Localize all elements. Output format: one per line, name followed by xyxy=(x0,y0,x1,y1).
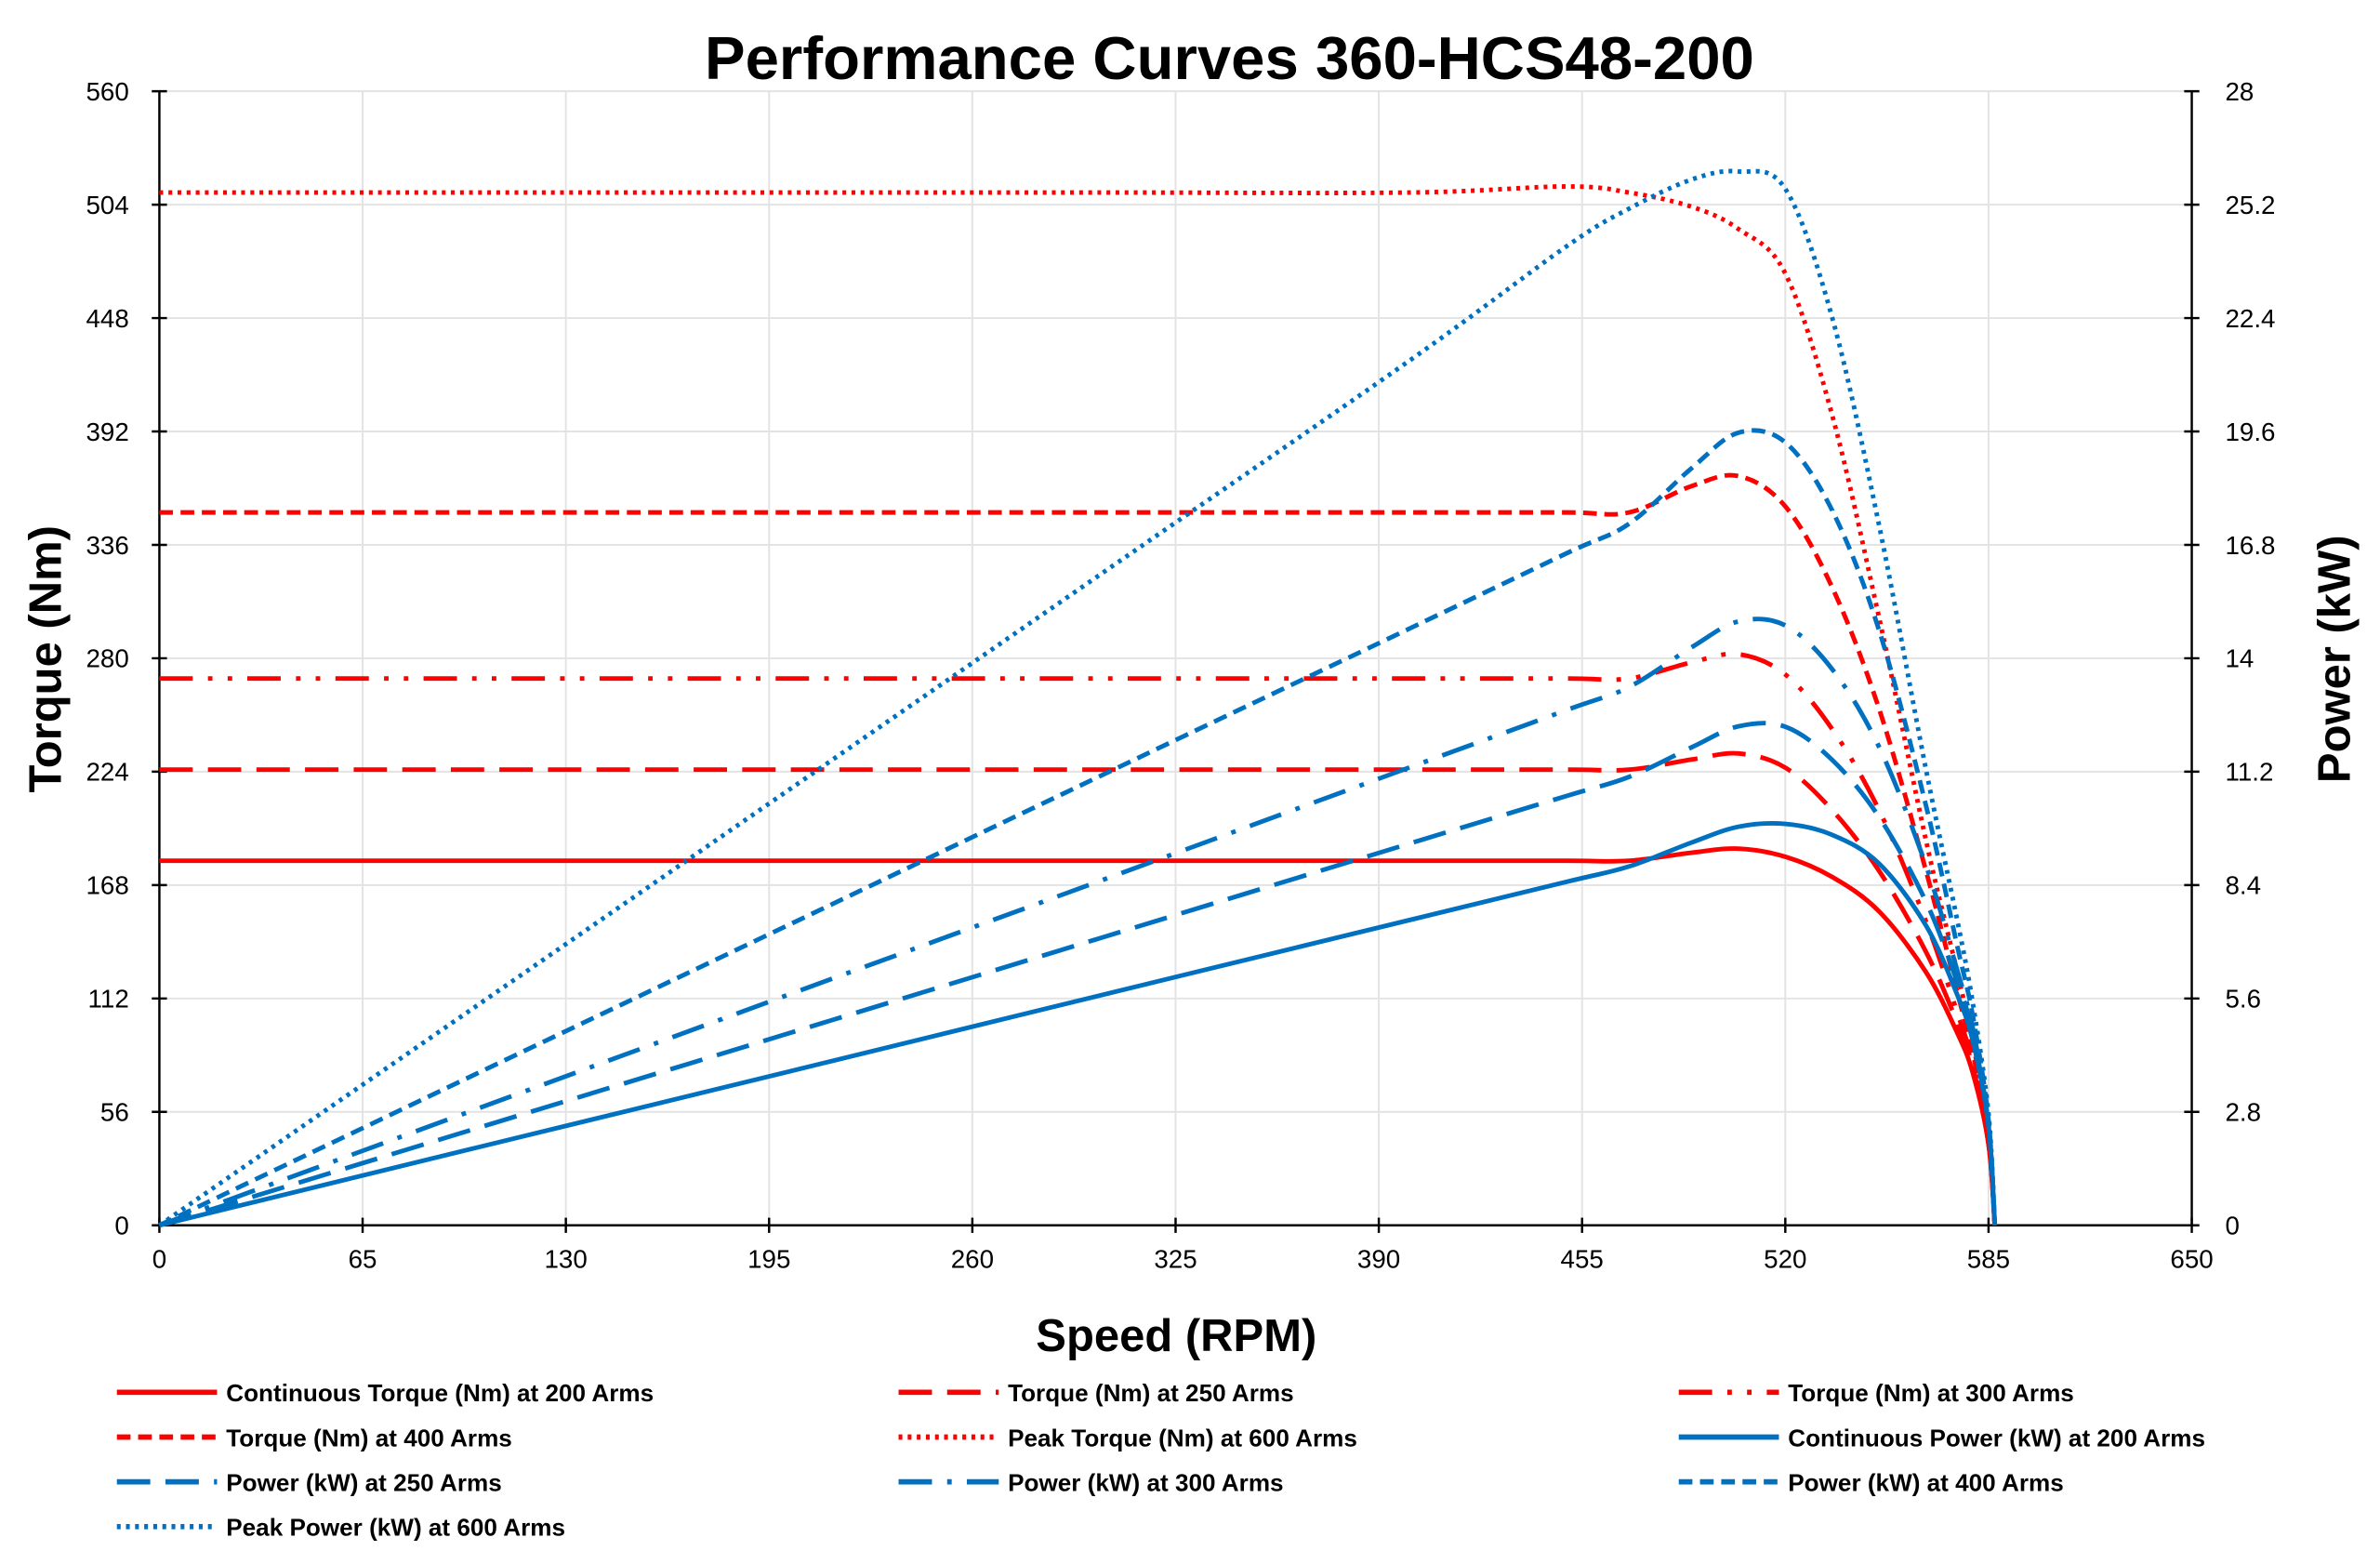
legend-label: Continuous Torque (Nm) at 200 Arms xyxy=(226,1379,654,1407)
series-line-2 xyxy=(159,651,1998,1226)
y2-tick-label: 22.4 xyxy=(2225,304,2275,333)
chart-title: Performance Curves 360-HCS48-200 xyxy=(705,24,1754,92)
series-line-8 xyxy=(158,428,1998,1227)
x-axis-title: Speed (RPM) xyxy=(1036,1311,1316,1361)
x-tick-label: 390 xyxy=(1357,1244,1400,1273)
y2-tick-label: 0 xyxy=(2225,1212,2239,1240)
y-tick-label: 448 xyxy=(86,304,128,333)
y2-tick-label: 11.2 xyxy=(2225,758,2273,787)
x-tick-label: 520 xyxy=(1764,1244,1806,1273)
legend-label: Power (kW) at 300 Arms xyxy=(1008,1468,1283,1496)
y2-tick-label: 14 xyxy=(2225,644,2254,673)
y-tick-label: 392 xyxy=(86,418,128,446)
series-line-7 xyxy=(158,616,1998,1228)
y-tick-label: 504 xyxy=(86,191,128,219)
y-tick-label: 112 xyxy=(88,985,129,1014)
series-line-0 xyxy=(159,846,1998,1226)
legend-label: Power (kW) at 400 Arms xyxy=(1788,1468,2063,1496)
y-tick-label: 560 xyxy=(86,77,128,106)
legend-label: Continuous Power (kW) at 200 Arms xyxy=(1788,1424,2205,1451)
legend-label: Power (kW) at 250 Arms xyxy=(226,1468,501,1496)
x-tick-label: 0 xyxy=(152,1244,166,1273)
y2-tick-label: 28 xyxy=(2225,77,2254,106)
legend-label: Torque (Nm) at 300 Arms xyxy=(1788,1379,2074,1407)
y2-tick-label: 25.2 xyxy=(2225,191,2275,219)
x-tick-label: 325 xyxy=(1154,1244,1197,1273)
x-tick-label: 260 xyxy=(951,1244,994,1273)
series-lines xyxy=(158,168,1998,1228)
y-tick-label: 224 xyxy=(86,758,128,787)
legend-label: Torque (Nm) at 250 Arms xyxy=(1008,1379,1294,1407)
x-tick-label: 130 xyxy=(544,1244,587,1273)
y-tick-label: 0 xyxy=(114,1212,128,1240)
series-line-4 xyxy=(159,184,1998,1226)
x-tick-label: 585 xyxy=(1967,1244,2010,1273)
x-tick-label: 195 xyxy=(747,1244,790,1273)
y2-tick-label: 16.8 xyxy=(2225,531,2275,560)
x-tick-label: 455 xyxy=(1561,1244,1604,1273)
x-tick-label: 650 xyxy=(2170,1244,2213,1273)
y-tick-label: 280 xyxy=(86,644,128,673)
legend: Continuous Torque (Nm) at 200 Arms Torque… xyxy=(116,1379,2205,1542)
series-line-1 xyxy=(159,750,1998,1226)
series-line-6 xyxy=(158,721,1998,1228)
legend-label: Torque (Nm) at 400 Arms xyxy=(226,1424,512,1451)
y-axis-title: Torque (Nm) xyxy=(20,525,71,792)
y2-axis-title: Power (kW) xyxy=(2309,535,2360,783)
y-tick-label: 168 xyxy=(86,871,128,900)
y-tick-label: 56 xyxy=(100,1098,129,1127)
y-tick-label: 336 xyxy=(86,531,128,560)
y2-tick-label: 2.8 xyxy=(2225,1098,2261,1127)
series-line-9 xyxy=(158,168,1998,1227)
x-tick-label: 65 xyxy=(349,1244,377,1273)
y2-tick-label: 5.6 xyxy=(2225,985,2261,1014)
y2-tick-label: 19.6 xyxy=(2225,418,2275,446)
y2-tick-label: 8.4 xyxy=(2225,871,2261,900)
legend-label: Peak Torque (Nm) at 600 Arms xyxy=(1008,1424,1357,1451)
series-line-5 xyxy=(158,821,1998,1228)
legend-label: Peak Power (kW) at 600 Arms xyxy=(226,1514,565,1542)
